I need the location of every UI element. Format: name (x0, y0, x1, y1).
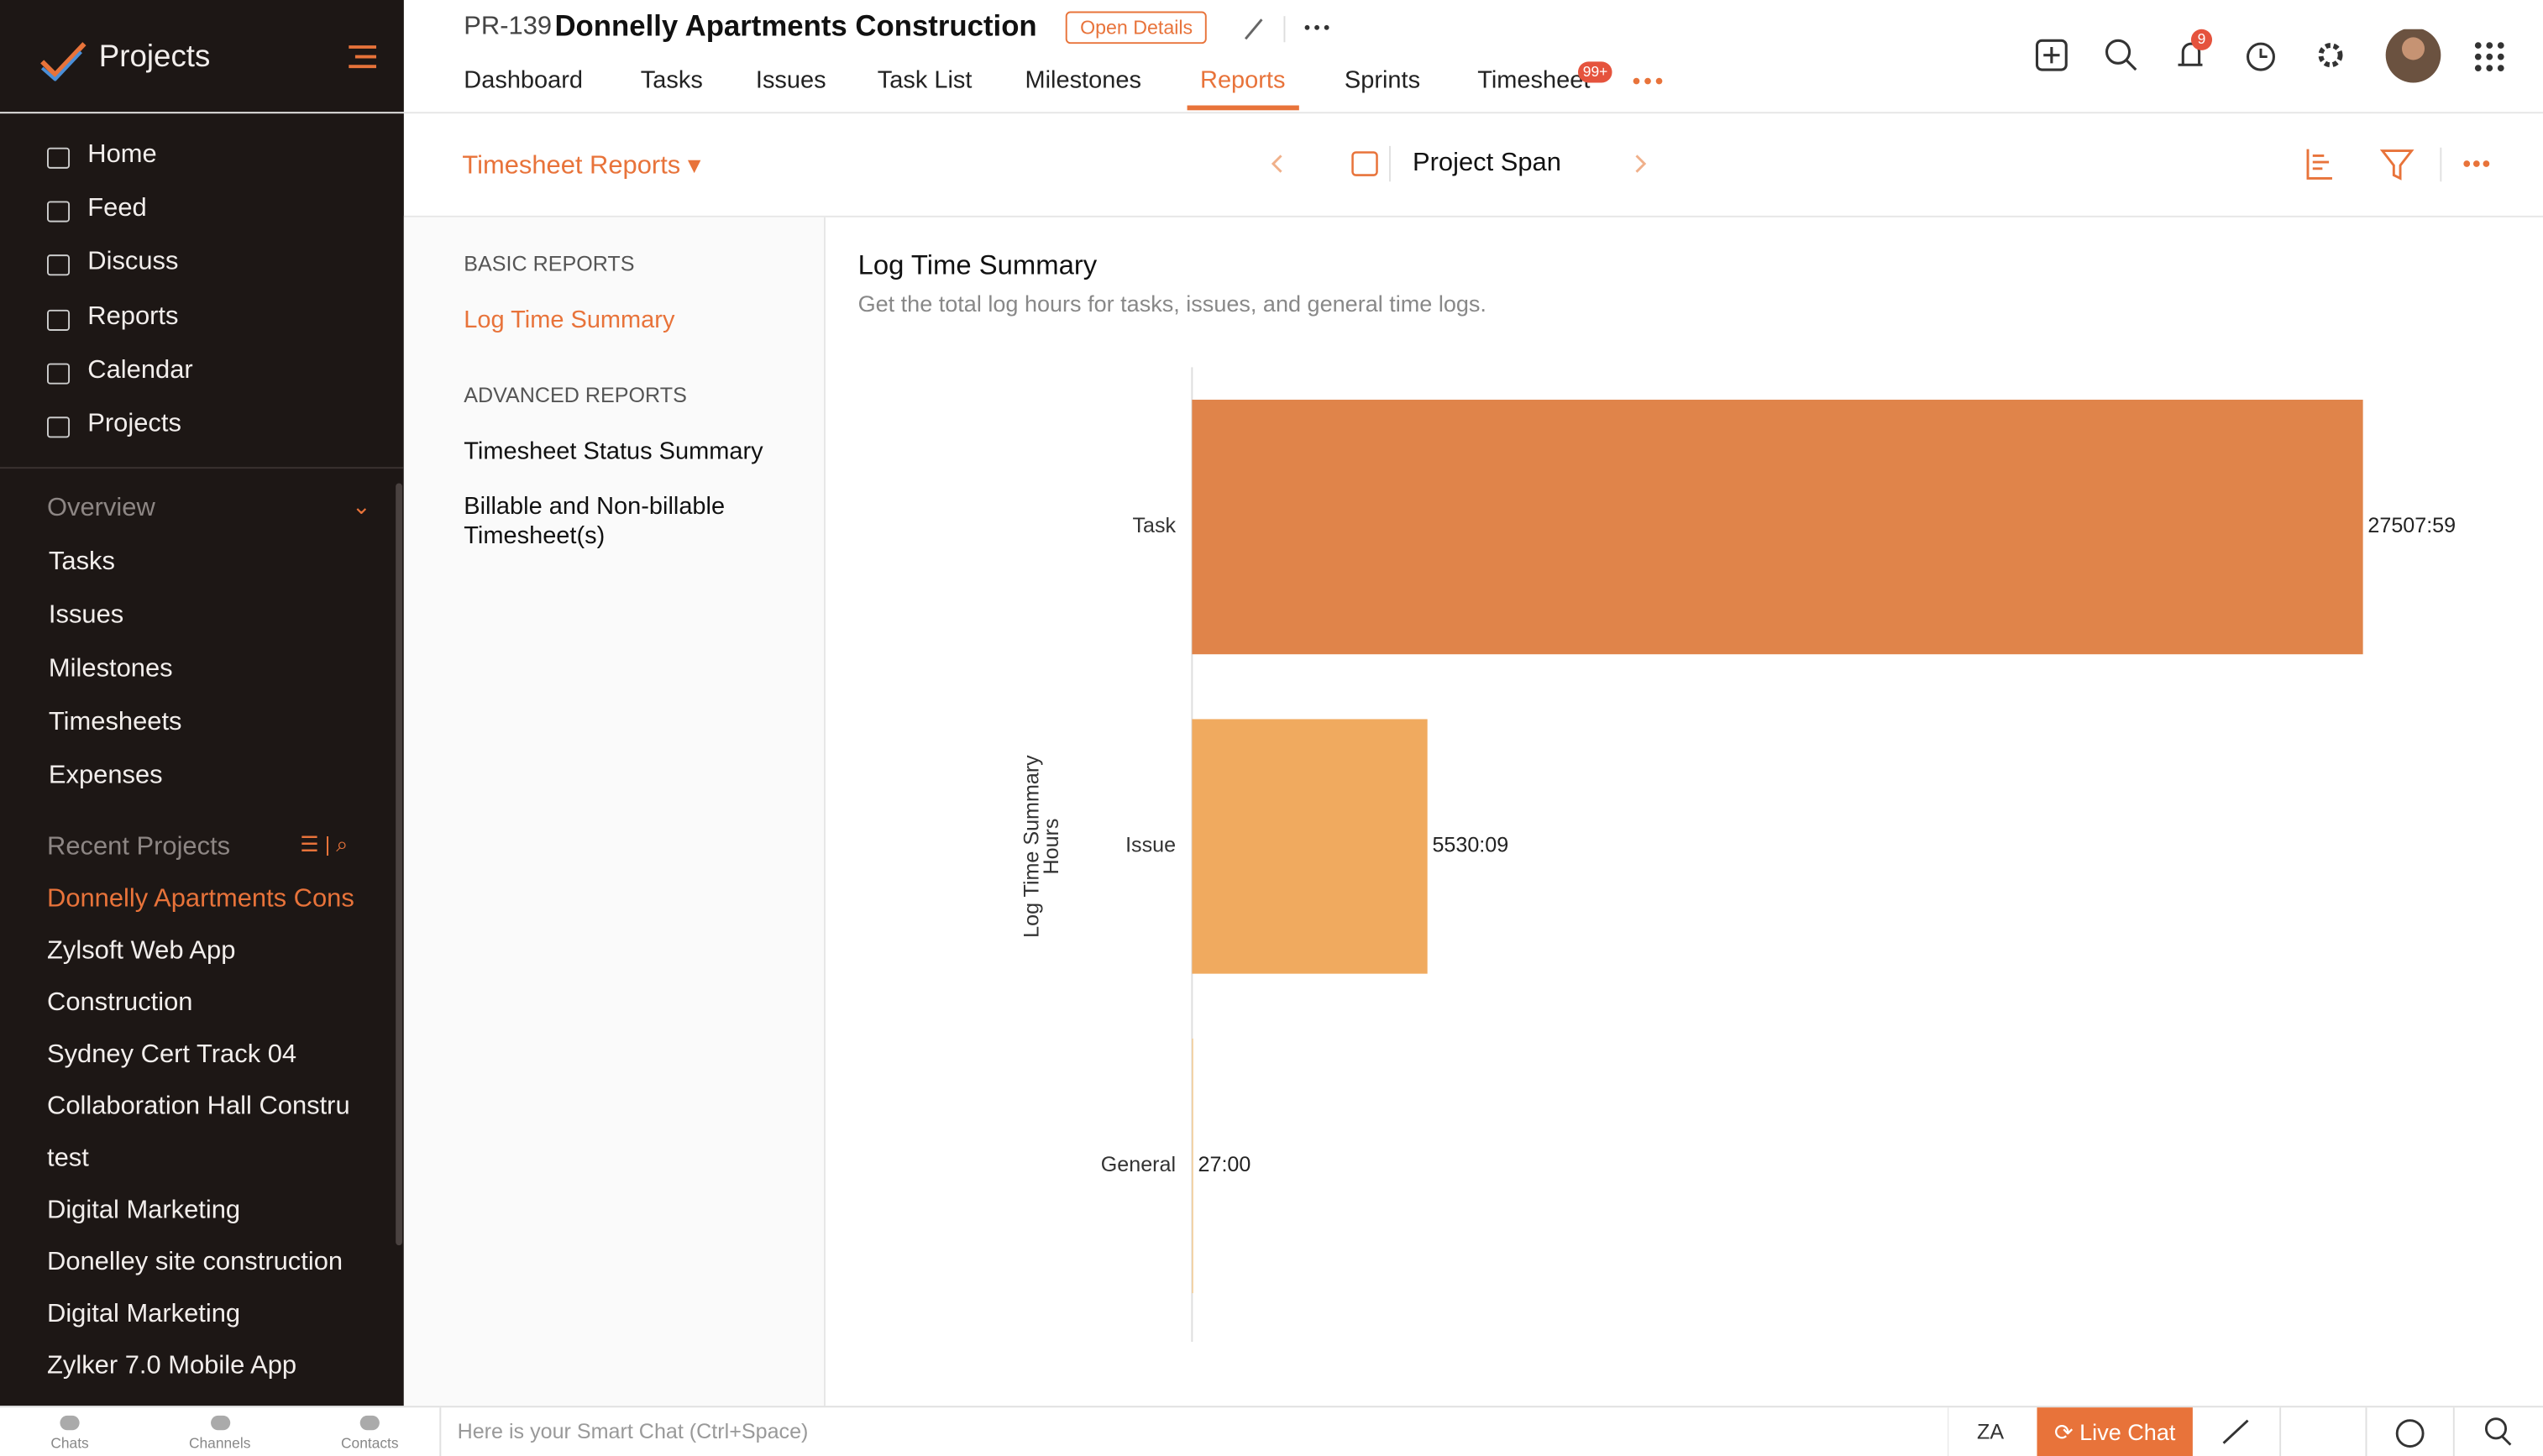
header-icons (1244, 16, 1329, 43)
bottom-tab-icon (210, 1415, 230, 1431)
svg-text:ZA: ZA (1977, 1421, 2004, 1444)
bottom-tab[interactable]: Contacts (340, 1435, 399, 1452)
tab[interactable]: Dashboard (464, 66, 584, 95)
bar (1192, 400, 2363, 655)
tab-badge: 99+ (1577, 61, 1613, 83)
section-title: Recent Projects (47, 833, 231, 862)
project-name: Donnelly Apartments Construction (554, 9, 1037, 43)
tab[interactable]: Sprints (1344, 66, 1421, 95)
project-id: PR-139 (464, 13, 553, 41)
value-label: 5530:09 (1432, 834, 1508, 857)
recent-project[interactable]: Collaboration Hall Constru (47, 1092, 350, 1121)
tab[interactable]: Tasks (640, 66, 703, 95)
nav-item[interactable]: Timesheets (48, 708, 182, 736)
menu-item[interactable]: Reports (87, 303, 179, 331)
recent-project[interactable]: Construction (47, 988, 193, 1017)
notification-badge: 9 (2190, 29, 2213, 50)
menu-item[interactable]: Home (87, 141, 157, 169)
menu-item[interactable]: Discuss (87, 248, 179, 276)
nav-item[interactable]: Issues (48, 601, 124, 630)
menu-icon (47, 147, 71, 169)
axis-label: Log Time Summary (1020, 755, 1044, 938)
value-label: 27:00 (1198, 1153, 1251, 1176)
menu-item[interactable]: Calendar (87, 356, 193, 385)
bottom-tab[interactable]: Chats (50, 1435, 89, 1452)
menu-icon (47, 309, 71, 331)
section-title: Overview (47, 494, 155, 522)
recent-project[interactable]: Digital Marketing (47, 1300, 241, 1328)
menu-icon (47, 363, 71, 385)
report-menu[interactable]: Timesheet Reports ▾ (462, 152, 701, 181)
recent-project[interactable]: Donnelly Apartments Cons (47, 885, 354, 914)
report-link[interactable]: Billable and Non-billable Timesheet(s) (464, 493, 726, 550)
recent-project[interactable]: Digital Marketing (47, 1197, 241, 1224)
recent-project[interactable]: Zylsoft Web App (47, 937, 236, 966)
bottom-tab-icon (359, 1415, 380, 1431)
recent-project[interactable]: test (47, 1144, 89, 1173)
live-chat[interactable]: ⟳ Live Chat (2037, 1407, 2193, 1456)
period-nav (1271, 145, 1647, 182)
report-link[interactable]: Timesheet Status Summary (464, 437, 763, 466)
divider (0, 112, 2543, 114)
bar (1192, 1038, 1193, 1294)
nav-item[interactable]: Expenses (48, 762, 163, 790)
chart-title: Log Time Summary (857, 249, 1098, 281)
menu-icon (47, 201, 71, 223)
nav-item[interactable]: Tasks (48, 547, 115, 576)
toolbar-icons (2306, 147, 2490, 182)
recent-project[interactable]: Sydney Cert Track 04 (47, 1040, 297, 1069)
tab[interactable]: Issues (755, 66, 826, 95)
smart-chat[interactable]: Here is your Smart Chat (Ctrl+Space) (457, 1418, 809, 1443)
report-nav (403, 217, 826, 1406)
nav-item[interactable]: Milestones (48, 655, 173, 683)
bar (1192, 719, 1428, 974)
brand: Projects (98, 40, 211, 75)
bottom-tab[interactable]: Channels (188, 1435, 251, 1452)
live-chat-label: Live Chat (2079, 1418, 2176, 1445)
recent-project[interactable]: Zylker 7.0 Mobile App (47, 1352, 297, 1380)
section-title: BASIC REPORTS (464, 251, 635, 276)
bottom-tab-icon (60, 1415, 80, 1431)
divider (439, 1407, 442, 1456)
divider (0, 467, 404, 469)
recent-tools: ☰ | ⌕ (300, 831, 349, 856)
menu-icon (47, 416, 71, 438)
tab[interactable]: Reports (1200, 66, 1286, 95)
y-tick-label: Task (1132, 514, 1176, 537)
y-tick-label: General (1101, 1153, 1176, 1176)
value-label: 27507:59 (2367, 514, 2456, 537)
bottom-icons: ZA (1948, 1407, 2512, 1456)
top-icons (2035, 29, 2504, 83)
menu-item[interactable]: Feed (87, 194, 147, 223)
open-details[interactable]: Open Details (1065, 11, 1208, 45)
report-menu-label: Timesheet Reports (462, 152, 681, 181)
recent-project[interactable]: Donelley site construction (47, 1248, 343, 1276)
tab-underline (1187, 105, 1299, 111)
scrollbar (396, 483, 402, 1246)
tab[interactable]: Task List (877, 66, 973, 95)
section-title: ADVANCED REPORTS (464, 382, 687, 407)
menu-item[interactable]: Projects (87, 410, 181, 438)
divider (403, 215, 2543, 217)
menu-toggle[interactable] (349, 44, 378, 70)
chart-subtitle: Get the total log hours for tasks, issue… (857, 290, 1486, 317)
tab[interactable]: Timesheet (1477, 66, 1591, 95)
tab[interactable]: Milestones (1025, 66, 1141, 95)
report-link[interactable]: Log Time Summary (464, 306, 675, 334)
y-tick-label: Issue (1125, 834, 1176, 857)
chevron: ⌄ (352, 493, 371, 519)
logo (40, 42, 87, 81)
sidebar: Projects Home Feed Discuss Reports Calendar P… (0, 0, 404, 1406)
axis-label: Hours (1040, 819, 1063, 875)
period: Project Span (1413, 149, 1561, 177)
menu-icon (47, 254, 71, 276)
more-tabs[interactable] (1632, 73, 1665, 89)
